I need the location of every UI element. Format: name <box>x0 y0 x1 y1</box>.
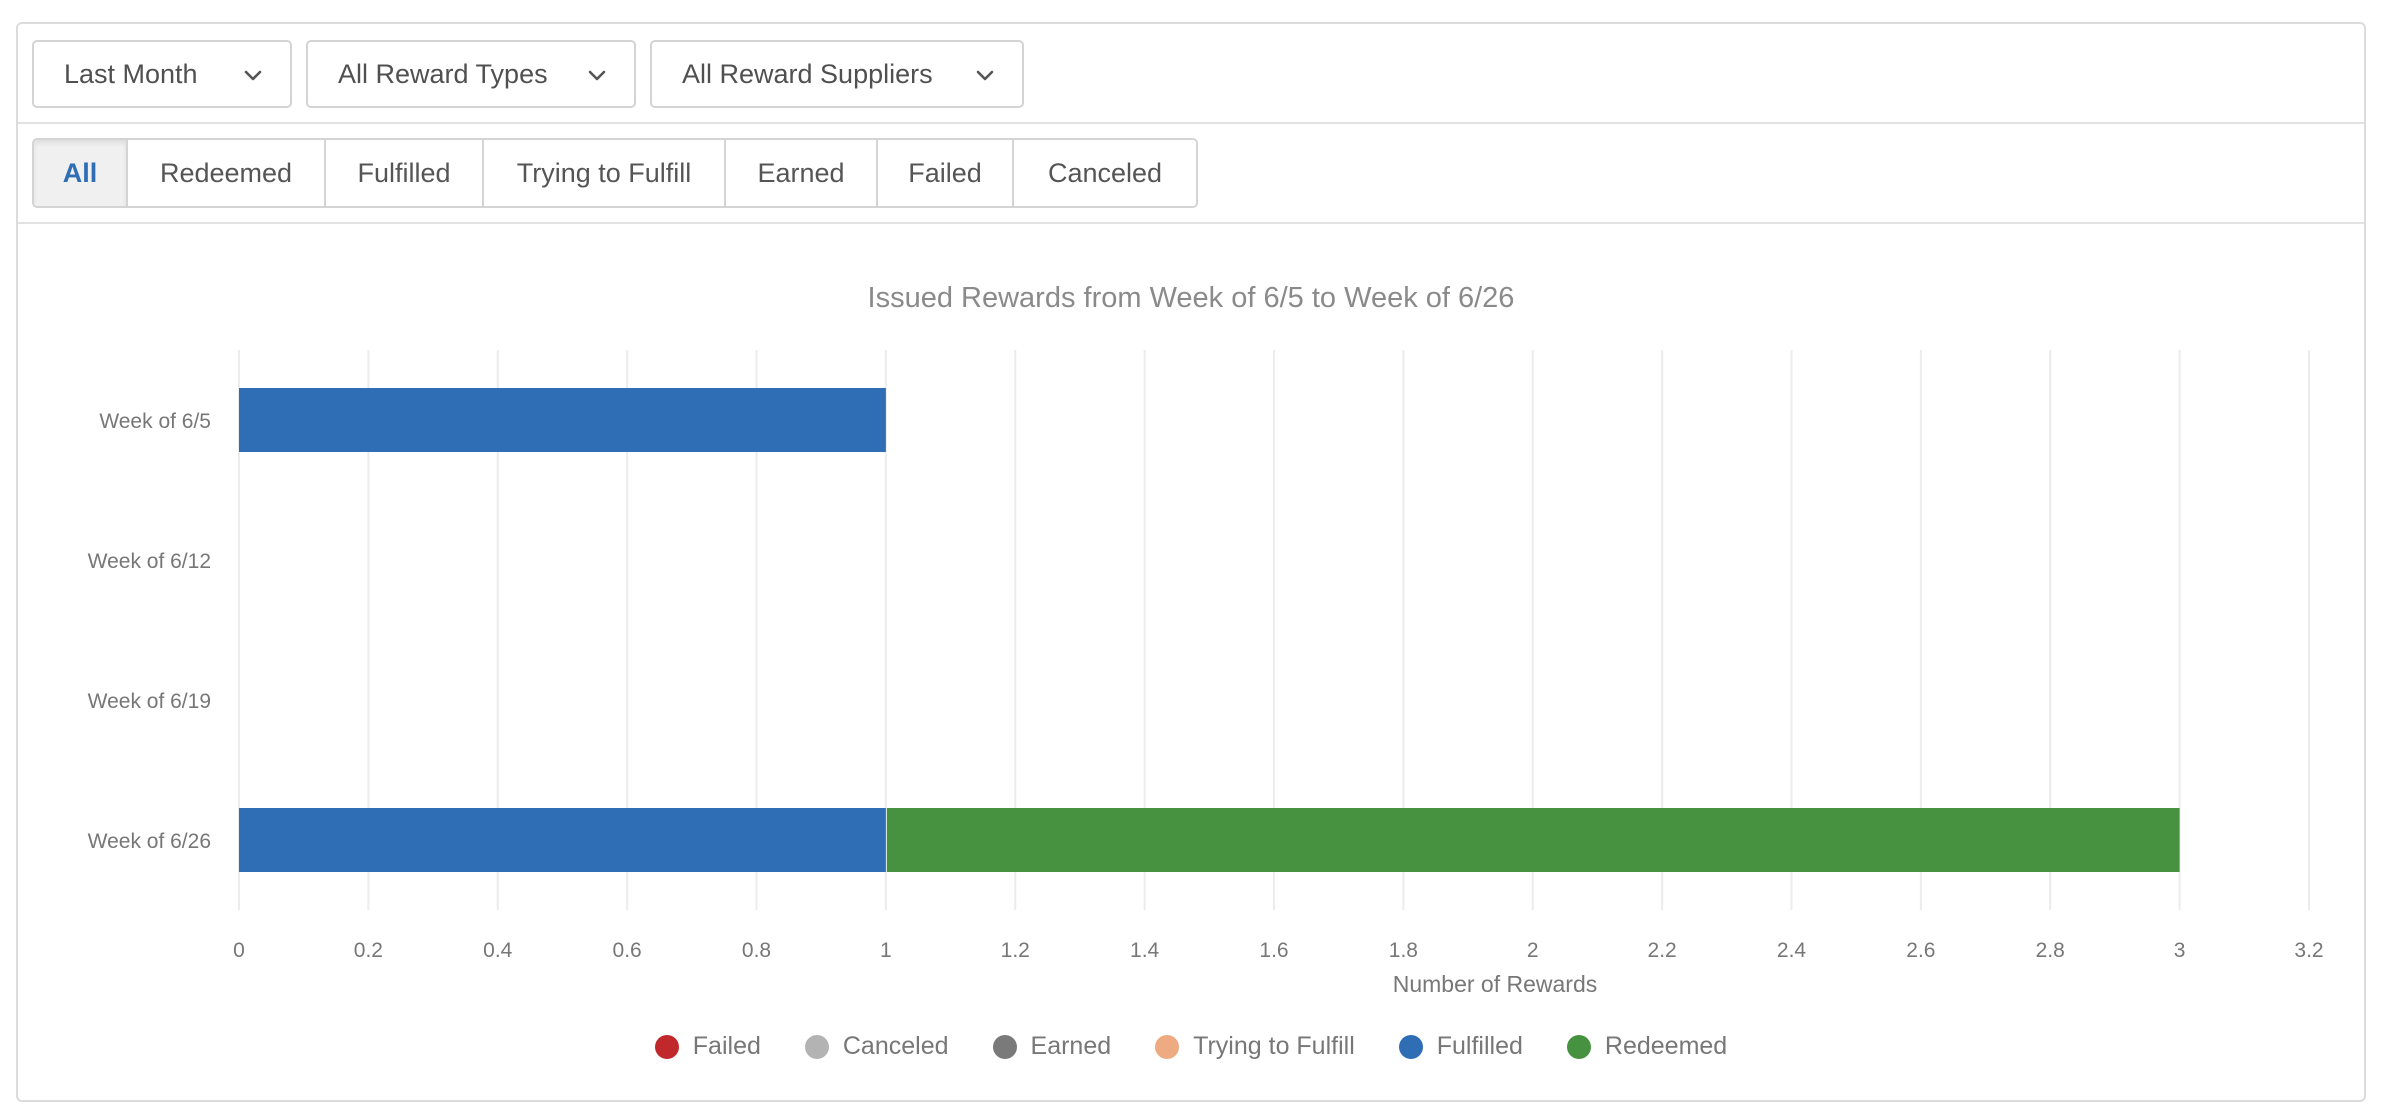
reward-suppliers-label: All Reward Suppliers <box>682 58 933 89</box>
legend-item-canceled[interactable]: Canceled <box>804 1032 949 1061</box>
legend-dot <box>654 1034 679 1059</box>
bar-fulfilled <box>239 808 886 872</box>
y-tick-label: Week of 6/19 <box>88 690 211 713</box>
chart-title: Issued Rewards from Week of 6/5 to Week … <box>867 282 1515 314</box>
reward-suppliers-dropdown[interactable]: All Reward Suppliers <box>650 40 1024 108</box>
bar-chart: Week of 6/5 Week of 6/12 Week of 6/19 Week … <box>88 350 2324 997</box>
x-tick-label: 0.2 <box>354 939 383 962</box>
reward-types-label: All Reward Types <box>338 58 548 89</box>
legend-label: Redeemed <box>1604 1032 1728 1060</box>
reward-types-dropdown[interactable]: All Reward Types <box>306 40 636 108</box>
legend-dot <box>804 1034 829 1059</box>
bar-fulfilled <box>239 388 886 452</box>
y-tick-label: Week of 6/26 <box>88 830 211 853</box>
x-tick-label: 1.2 <box>1001 939 1030 962</box>
x-tick-label: 3 <box>2174 939 2186 962</box>
legend-dot <box>1155 1034 1180 1059</box>
filter-bar: Last Month All Reward Types All Reward S… <box>18 24 2364 124</box>
x-tick-label: 0.4 <box>483 939 513 962</box>
tab-fulfilled[interactable]: Fulfilled <box>326 140 484 206</box>
x-tick-label: 2 <box>1527 939 1539 962</box>
tab-failed[interactable]: Failed <box>878 140 1014 206</box>
legend-label: Trying to Fulfill <box>1193 1032 1355 1060</box>
x-tick-label: 2.8 <box>2036 939 2065 962</box>
tab-earned[interactable]: Earned <box>726 140 878 206</box>
x-tick-label: 2.4 <box>1777 939 1807 962</box>
legend-item-earned[interactable]: Earned <box>992 1032 1112 1061</box>
x-axis-title: Number of Rewards <box>1393 971 1598 997</box>
x-tick-label: 3.2 <box>2294 939 2323 962</box>
legend-item-fulfilled[interactable]: Fulfilled <box>1398 1032 1523 1061</box>
legend-label: Canceled <box>842 1032 949 1060</box>
rewards-panel: Last Month All Reward Types All Reward S… <box>16 22 2366 1102</box>
chevron-down-icon <box>244 70 262 81</box>
x-tick-label: 0.6 <box>613 939 642 962</box>
x-tick-label: 0.8 <box>742 939 771 962</box>
x-tick-label: 0 <box>233 939 245 962</box>
date-range-dropdown[interactable]: Last Month <box>32 40 292 108</box>
tab-redeemed[interactable]: Redeemed <box>128 140 326 206</box>
legend-label: Earned <box>1030 1032 1112 1060</box>
x-tick-label: 2.6 <box>1906 939 1935 962</box>
legend-item-redeemed[interactable]: Redeemed <box>1566 1032 1728 1061</box>
legend-label: Failed <box>692 1032 761 1060</box>
legend-dot <box>992 1034 1017 1059</box>
legend-item-trying-to-fulfill[interactable]: Trying to Fulfill <box>1155 1032 1355 1061</box>
legend-label: Fulfilled <box>1436 1032 1523 1060</box>
chart-legend: Failed Canceled Earned Trying to Fulfill Ful… <box>18 1032 2364 1061</box>
x-tick-label: 1.4 <box>1130 939 1160 962</box>
status-tab-bar: All Redeemed Fulfilled Trying to Fulfill… <box>18 124 2364 224</box>
legend-dot <box>1566 1034 1591 1059</box>
date-range-label: Last Month <box>64 58 198 89</box>
x-tick-label: 1.6 <box>1259 939 1288 962</box>
x-tick-label: 1 <box>880 939 892 962</box>
tab-trying-to-fulfill[interactable]: Trying to Fulfill <box>484 140 726 206</box>
bar-redeemed <box>886 808 2180 872</box>
x-tick-label: 2.2 <box>1648 939 1677 962</box>
tab-all[interactable]: All <box>34 140 128 206</box>
chevron-down-icon <box>588 70 606 81</box>
y-tick-label: Week of 6/12 <box>88 550 211 573</box>
status-tabs: All Redeemed Fulfilled Trying to Fulfill… <box>32 138 1198 208</box>
tab-canceled[interactable]: Canceled <box>1014 140 1196 206</box>
x-tick-label: 1.8 <box>1389 939 1418 962</box>
y-tick-label: Week of 6/5 <box>99 410 211 433</box>
legend-dot <box>1398 1034 1423 1059</box>
legend-item-failed[interactable]: Failed <box>654 1032 761 1061</box>
chevron-down-icon <box>976 70 994 81</box>
